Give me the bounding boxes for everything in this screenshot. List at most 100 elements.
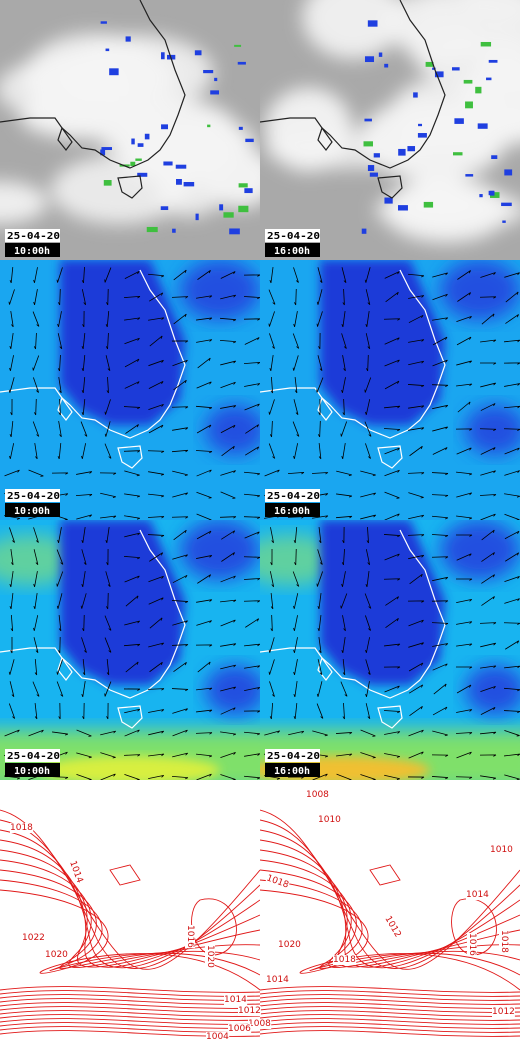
wind-arrow [32, 421, 40, 437]
isobar [191, 898, 237, 956]
wind-arrow [243, 361, 260, 365]
rain-cell [163, 161, 173, 166]
wind-arrow [455, 732, 473, 735]
wind-arrow [148, 575, 164, 583]
wind-arrow [104, 399, 111, 415]
isobar [260, 1014, 520, 1021]
wind-arrow [336, 470, 352, 477]
time-label: 10:00h [14, 246, 50, 257]
wind-arrow [148, 471, 165, 476]
wind-arrow [480, 775, 497, 780]
wind-arrow [58, 377, 62, 394]
wind-arrow [196, 339, 213, 343]
wind-arrow [340, 421, 348, 437]
wind-arrow [269, 355, 274, 372]
wind-arrow [479, 428, 497, 431]
wind-arrow [360, 729, 376, 737]
rain-cell [135, 158, 142, 161]
wind-arrow [244, 753, 260, 757]
wind-arrow [171, 688, 189, 692]
wind-arrow [431, 600, 449, 603]
wind-arrow [456, 360, 473, 366]
wind-arrow [408, 514, 425, 520]
date-box [265, 489, 320, 502]
wind-arrow [457, 270, 471, 280]
isobar [0, 859, 260, 968]
time-label: 16:00h [274, 506, 310, 517]
isobar [109, 864, 141, 886]
wind-arrow [270, 614, 273, 632]
wind-arrow [197, 270, 211, 280]
isobar-label-bg [228, 1024, 252, 1034]
rain-cell [384, 63, 389, 68]
wind-arrow [148, 404, 164, 410]
strong-wind-patch [260, 535, 340, 585]
wind-arrow [57, 443, 62, 460]
wind-arrow [342, 615, 346, 632]
wind-arrows [3, 527, 260, 780]
wind-arrow [407, 472, 425, 475]
wind-arrow [292, 333, 300, 349]
wind-arrow [105, 332, 109, 350]
wind-arrow [408, 642, 424, 648]
wind-arrow [269, 333, 275, 349]
wind-arrows [4, 266, 260, 520]
wind-arrow [318, 637, 322, 654]
isobar [260, 994, 520, 1001]
wind-arrow [195, 405, 213, 410]
wind-arrow [106, 376, 109, 394]
wind-arrow [457, 292, 471, 302]
wind-arrow [148, 642, 165, 648]
wind-arrow [336, 493, 353, 498]
wind-arrow [124, 532, 141, 538]
map-panel [260, 780, 520, 1040]
wind-arrow [221, 552, 235, 562]
rain-cell [364, 118, 372, 122]
rain-cell [413, 92, 418, 98]
wind-arrow [341, 311, 346, 328]
wind-arrow [221, 530, 236, 540]
wind-arrow [383, 710, 401, 714]
isobar [260, 879, 520, 976]
cloud [461, 0, 520, 28]
wind-arrow [317, 420, 321, 438]
wind-arrow [288, 730, 305, 736]
wind-arrow [220, 619, 236, 627]
wind-arrow [196, 491, 212, 499]
time-box [5, 763, 60, 777]
wind-arrow [33, 549, 39, 566]
wind-arrow [51, 472, 69, 475]
wind-arrow [481, 529, 495, 541]
wind-arrow [431, 515, 449, 520]
wind-arrow [220, 491, 236, 499]
rain-cell [210, 90, 220, 95]
wind-arrow [58, 702, 61, 720]
wind-arrow [408, 619, 424, 627]
wind-arrow [171, 775, 189, 780]
wind-arrow [480, 382, 497, 388]
wind-arrow [408, 662, 424, 672]
wind-arrow [431, 556, 449, 559]
wind-arrow [243, 318, 260, 321]
rain-cell [418, 123, 423, 127]
wind-arrow [480, 339, 497, 343]
rain-cell [207, 124, 211, 128]
wind-arrow [432, 272, 448, 278]
wind-arrow [243, 516, 260, 520]
wind-arrow [384, 337, 400, 345]
wind-arrow [149, 617, 163, 629]
isobar [260, 1006, 520, 1013]
wind-arrow [195, 644, 213, 647]
wind-arrow [504, 383, 520, 387]
wind-arrow [196, 620, 212, 626]
wind-arrow [124, 493, 141, 498]
wind-arrow [245, 424, 260, 434]
cloud [404, 4, 479, 73]
wind-arrow [104, 681, 112, 697]
wind-arrow [481, 574, 495, 584]
wind-arrow [10, 398, 13, 416]
wind-arrow [105, 310, 110, 328]
wind-arrow [104, 443, 112, 459]
isobar [0, 998, 260, 1005]
wind-arrow [364, 267, 371, 283]
